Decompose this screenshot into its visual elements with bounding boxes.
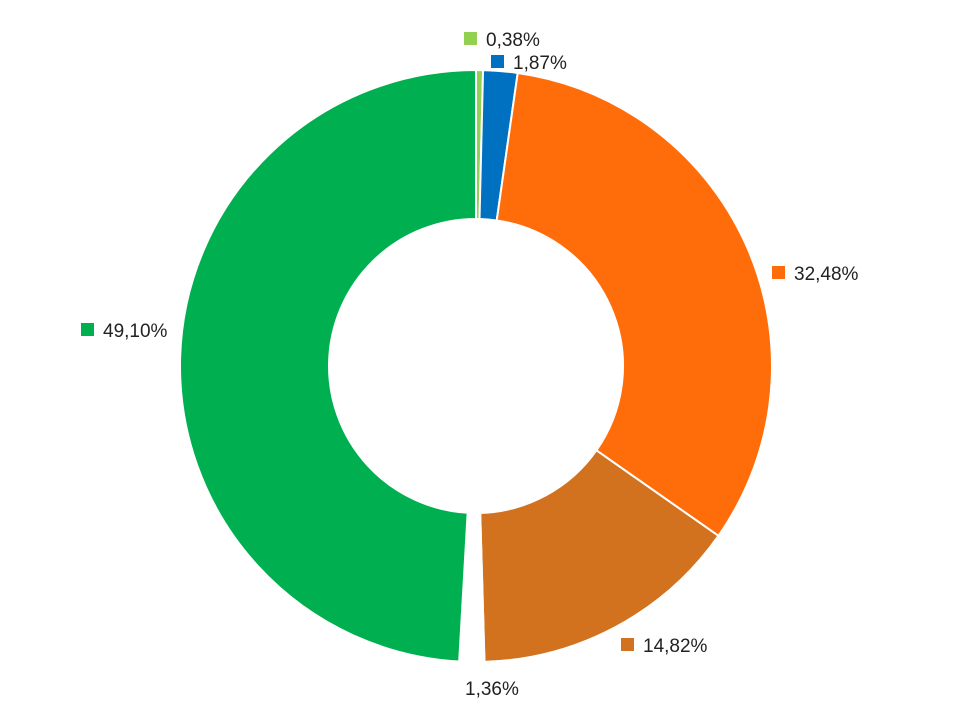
label-swatch [621,638,634,651]
donut-slice [495,71,773,538]
data-label-text: 49,10% [103,321,168,342]
data-label-text: 32,48% [794,264,859,285]
donut-slice [479,448,720,663]
label-swatch [464,32,477,45]
data-label-text: 1,87% [513,53,567,74]
data-label-text: 14,82% [643,636,708,657]
data-label: 49,10% [81,321,168,342]
label-swatch [81,323,94,336]
data-label: 0,38% [464,30,540,51]
label-swatch [772,266,785,279]
data-label: 32,48% [772,264,859,285]
label-swatch [491,55,504,68]
data-label: 1,36% [465,679,519,700]
donut-slice [179,68,477,663]
data-label: 14,82% [621,636,708,657]
data-label: 1,87% [491,53,567,74]
data-label-text: 0,38% [486,30,540,51]
data-label-text: 1,36% [465,679,519,700]
